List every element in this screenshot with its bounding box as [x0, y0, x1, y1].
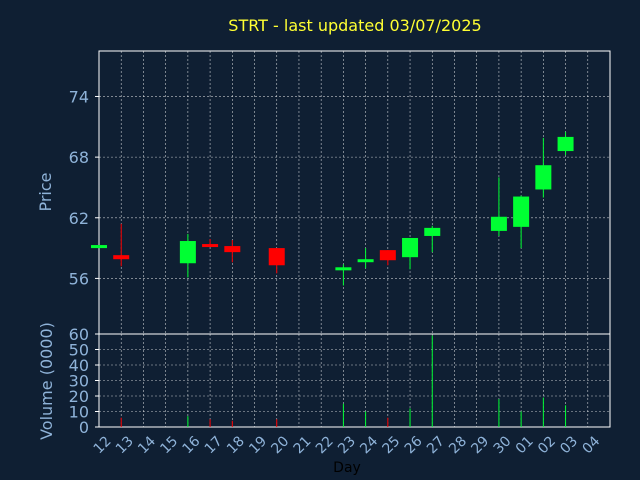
- candle-body: [379, 250, 396, 261]
- x-tick-label: 27: [424, 433, 448, 457]
- price-axis-label: Price: [36, 172, 55, 211]
- candle-body: [268, 248, 285, 266]
- x-tick-label: 16: [180, 433, 204, 457]
- candles: [91, 131, 574, 286]
- x-tick-label: 20: [268, 433, 292, 457]
- x-tick-label: 15: [157, 433, 181, 457]
- candle-body: [202, 244, 219, 248]
- price-panel-frame: [98, 50, 611, 335]
- volume-tick-label: 10: [69, 403, 89, 422]
- x-tick-label: 22: [313, 433, 337, 457]
- x-tick-label: 13: [113, 433, 137, 457]
- price-panel: 56 62 68 74 Price: [36, 50, 611, 335]
- volume-bars: [120, 335, 567, 427]
- x-tick-label: 23: [335, 433, 359, 457]
- candle-body: [357, 259, 374, 263]
- x-tick-label: 24: [357, 433, 381, 457]
- x-tick-label: 04: [579, 433, 603, 457]
- x-tick-label: 18: [224, 433, 248, 457]
- x-tick-label: 28: [446, 433, 470, 457]
- x-axis-label: Day: [333, 460, 361, 476]
- x-tick-label: 26: [402, 433, 426, 457]
- volume-tick-label: 50: [69, 341, 89, 360]
- volume-tick-label: 60: [69, 325, 89, 344]
- candle-body: [335, 267, 352, 271]
- price-grid: [98, 51, 610, 334]
- x-tick-label: 19: [246, 433, 270, 457]
- candle-body: [535, 165, 552, 190]
- x-tick-label: 21: [291, 433, 315, 457]
- x-ticks: 1213141516171819202122232425262728293001…: [91, 433, 604, 457]
- price-tick-label: 62: [69, 209, 89, 228]
- volume-tick-label: 20: [69, 387, 89, 406]
- volume-grid: [98, 333, 610, 428]
- x-tick-label: 17: [202, 433, 226, 457]
- candle-body: [557, 136, 574, 152]
- candle-body: [513, 196, 530, 227]
- candle-body: [179, 241, 196, 264]
- price-tick-label: 74: [69, 87, 89, 106]
- volume-tick-label: 0: [79, 418, 89, 437]
- price-tick-label: 56: [69, 269, 89, 288]
- x-tick-label: 03: [557, 433, 581, 457]
- chart-title: STRT - last updated 03/07/2025: [228, 16, 481, 35]
- candle-body: [402, 237, 419, 258]
- x-tick-label: 12: [91, 433, 115, 457]
- volume-axis-label: Volume (0000): [37, 322, 56, 440]
- volume-tick-label: 30: [69, 372, 89, 391]
- candle-body: [424, 227, 441, 236]
- candle-body: [113, 255, 130, 260]
- volume-tick-label: 40: [69, 356, 89, 375]
- price-y-ticks: 56 62 68 74: [69, 87, 99, 288]
- x-tick-label: 30: [491, 433, 515, 457]
- x-tick-label: 25: [380, 433, 404, 457]
- x-tick-label: 02: [535, 433, 559, 457]
- x-tick-label: 29: [468, 433, 492, 457]
- x-tick-label: 01: [513, 433, 537, 457]
- candle-body: [490, 216, 507, 231]
- candle-body: [91, 245, 107, 249]
- price-tick-label: 68: [69, 148, 89, 167]
- candle-body: [224, 246, 241, 253]
- x-tick-label: 14: [135, 433, 159, 457]
